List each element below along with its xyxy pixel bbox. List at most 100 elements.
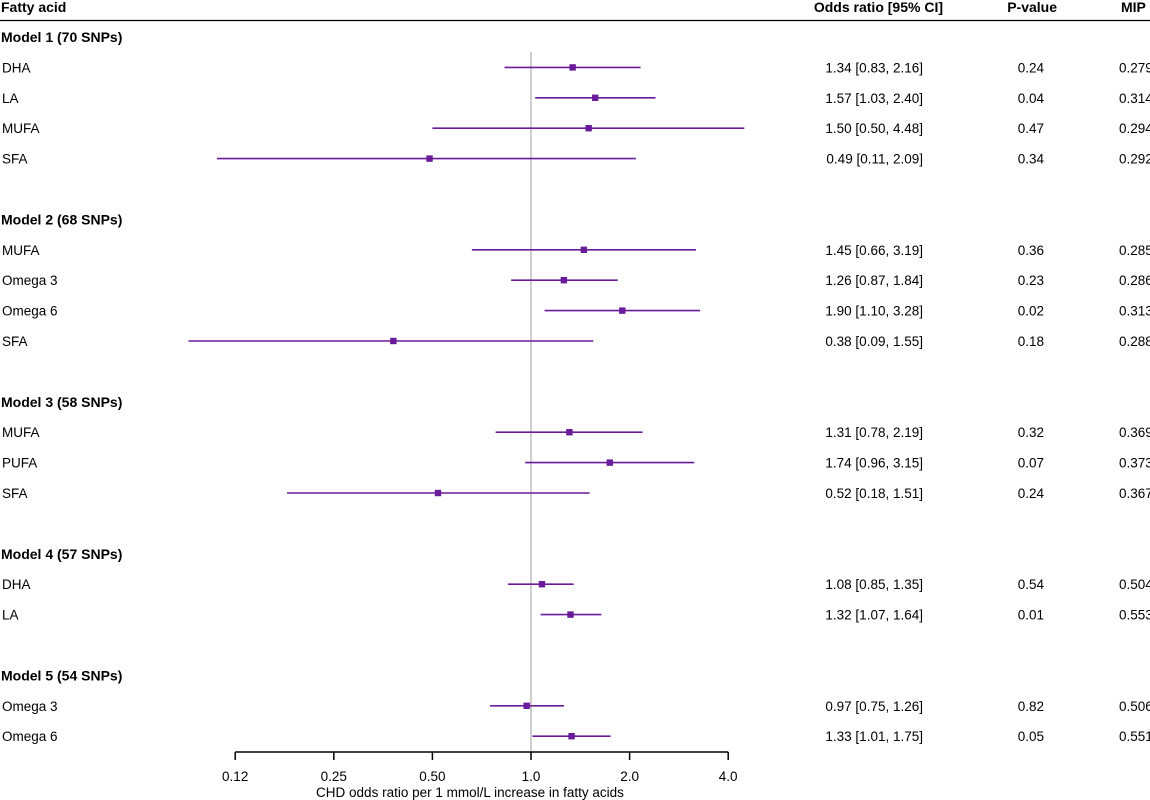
- point-estimate: [580, 246, 588, 253]
- point-estimate: [569, 64, 576, 71]
- p-value: 0.36: [1018, 243, 1044, 258]
- point-estimate: [390, 337, 397, 345]
- model-title: Model 2 (68 SNPs): [1, 211, 122, 227]
- odds-ratio-ci: 1.57 [1.03, 2.40]: [825, 91, 923, 106]
- p-value: 0.07: [1018, 456, 1044, 471]
- mip-value: 0.504: [1119, 577, 1150, 592]
- row-label: SFA: [2, 486, 28, 501]
- forest-row: MUFA 1.31 [0.78, 2.19] 0.32 0.369: [2, 425, 1150, 440]
- forest-row: Omega 3 1.26 [0.87, 1.84] 0.23 0.286: [2, 273, 1150, 288]
- p-value: 0.47: [1018, 121, 1044, 136]
- mip-value: 0.367: [1119, 486, 1150, 501]
- header-mip: MIP: [1121, 0, 1146, 15]
- odds-ratio-ci: 1.34 [0.83, 2.16]: [825, 60, 923, 75]
- forest-row: LA 1.32 [1.07, 1.64] 0.01 0.553: [2, 608, 1150, 623]
- x-tick-label: 2.0: [620, 769, 639, 784]
- odds-ratio-ci: 0.52 [0.18, 1.51]: [825, 486, 923, 501]
- point-estimate: [567, 611, 574, 618]
- forest-row: Omega 3 0.97 [0.75, 1.26] 0.82 0.506: [2, 699, 1150, 714]
- p-value: 0.01: [1018, 608, 1044, 623]
- forest-row: DHA 1.08 [0.85, 1.35] 0.54 0.504: [2, 577, 1150, 592]
- forest-row: Omega 6 1.33 [1.01, 1.75] 0.05 0.551: [2, 729, 1150, 744]
- odds-ratio-ci: 1.45 [0.66, 3.19]: [825, 243, 923, 258]
- header-p-value: P-value: [1007, 0, 1057, 15]
- forest-row: SFA 0.52 [0.18, 1.51] 0.24 0.367: [2, 486, 1150, 501]
- point-estimate: [523, 702, 530, 709]
- mip-value: 0.292: [1119, 152, 1150, 167]
- x-axis: 0.12 0.25 0.50 1.0 2.0 4.0: [222, 751, 738, 784]
- row-label: MUFA: [2, 425, 40, 440]
- odds-ratio-ci: 0.97 [0.75, 1.26]: [825, 699, 923, 714]
- model-title: Model 5 (54 SNPs): [1, 667, 122, 683]
- p-value: 0.02: [1018, 304, 1044, 319]
- mip-value: 0.288: [1119, 334, 1150, 349]
- model-group: Model 3 (58 SNPs) MUFA 1.31 [0.78, 2.19] 0.…: [1, 394, 1150, 501]
- header-row: Fatty acid Odds ratio [95% CI] P-value M…: [0, 0, 1150, 22]
- p-value: 0.04: [1018, 91, 1045, 106]
- row-label: LA: [2, 608, 19, 623]
- x-tick-label: 0.50: [419, 769, 445, 784]
- odds-ratio-ci: 1.33 [1.01, 1.75]: [825, 729, 923, 744]
- point-estimate: [434, 489, 442, 497]
- header-odds-ratio: Odds ratio [95% CI]: [814, 0, 943, 15]
- p-value: 0.24: [1018, 486, 1045, 501]
- forest-row: LA 1.57 [1.03, 2.40] 0.04 0.314: [2, 91, 1150, 106]
- row-label: MUFA: [2, 121, 40, 136]
- odds-ratio-ci: 0.49 [0.11, 2.09]: [826, 152, 923, 167]
- row-label: LA: [2, 91, 19, 106]
- model-group: Model 5 (54 SNPs) Omega 3 0.97 [0.75, 1.26…: [1, 667, 1150, 744]
- p-value: 0.34: [1018, 152, 1045, 167]
- mip-value: 0.313: [1119, 304, 1150, 319]
- x-tick-label: 0.12: [222, 769, 248, 784]
- odds-ratio-ci: 1.74 [0.96, 3.15]: [825, 456, 923, 471]
- mip-value: 0.369: [1119, 425, 1150, 440]
- model-group: Model 4 (57 SNPs) DHA 1.08 [0.85, 1.35] 0.5…: [1, 546, 1150, 623]
- forest-row: MUFA 1.45 [0.66, 3.19] 0.36 0.285: [2, 243, 1150, 258]
- odds-ratio-ci: 1.90 [1.10, 3.28]: [825, 304, 923, 319]
- model-group: Model 1 (70 SNPs) DHA 1.34 [0.83, 2.16] 0.2…: [1, 29, 1150, 167]
- row-label: Omega 6: [2, 304, 58, 319]
- point-estimate: [538, 581, 546, 588]
- x-axis-label: CHD odds ratio per 1 mmol/L increase in …: [316, 785, 624, 800]
- row-label: SFA: [2, 152, 28, 167]
- row-label: DHA: [2, 577, 31, 592]
- forest-rows: Model 1 (70 SNPs) DHA 1.34 [0.83, 2.16] 0.2…: [1, 29, 1150, 744]
- model-group: Model 2 (68 SNPs) MUFA 1.45 [0.66, 3.19] 0.…: [1, 211, 1150, 349]
- x-tick-label: 4.0: [719, 769, 738, 784]
- row-label: DHA: [2, 60, 31, 75]
- odds-ratio-ci: 1.08 [0.85, 1.35]: [825, 577, 923, 592]
- point-estimate: [568, 733, 575, 740]
- p-value: 0.24: [1018, 60, 1045, 75]
- forest-row: Omega 6 1.90 [1.10, 3.28] 0.02 0.313: [2, 304, 1150, 319]
- x-tick-label: 1.0: [522, 769, 541, 784]
- point-estimate: [591, 94, 599, 101]
- row-label: PUFA: [2, 456, 37, 471]
- p-value: 0.82: [1018, 699, 1044, 714]
- point-estimate: [585, 125, 592, 132]
- mip-value: 0.551: [1119, 729, 1150, 744]
- row-label: SFA: [2, 334, 28, 349]
- forest-row: PUFA 1.74 [0.96, 3.15] 0.07 0.373: [2, 456, 1150, 471]
- mip-value: 0.279: [1119, 60, 1150, 75]
- p-value: 0.23: [1018, 273, 1044, 288]
- x-tick-label: 0.25: [321, 769, 347, 784]
- point-estimate: [566, 429, 573, 436]
- odds-ratio-ci: 1.32 [1.07, 1.64]: [825, 608, 923, 623]
- header-fatty-acid: Fatty acid: [1, 0, 66, 15]
- odds-ratio-ci: 1.31 [0.78, 2.19]: [825, 425, 923, 440]
- p-value: 0.54: [1018, 577, 1045, 592]
- row-label: Omega 3: [2, 699, 58, 714]
- p-value: 0.32: [1018, 425, 1044, 440]
- model-title: Model 1 (70 SNPs): [1, 29, 122, 45]
- mip-value: 0.294: [1119, 121, 1150, 136]
- point-estimate: [606, 459, 613, 466]
- mip-value: 0.506: [1119, 699, 1150, 714]
- point-estimate: [560, 277, 568, 284]
- row-label: Omega 3: [2, 273, 58, 288]
- forest-row: SFA 0.49 [0.11, 2.09] 0.34 0.292: [2, 152, 1150, 167]
- odds-ratio-ci: 1.26 [0.87, 1.84]: [825, 273, 923, 288]
- point-estimate: [426, 155, 433, 162]
- mip-value: 0.286: [1119, 273, 1150, 288]
- odds-ratio-ci: 0.38 [0.09, 1.55]: [825, 334, 923, 349]
